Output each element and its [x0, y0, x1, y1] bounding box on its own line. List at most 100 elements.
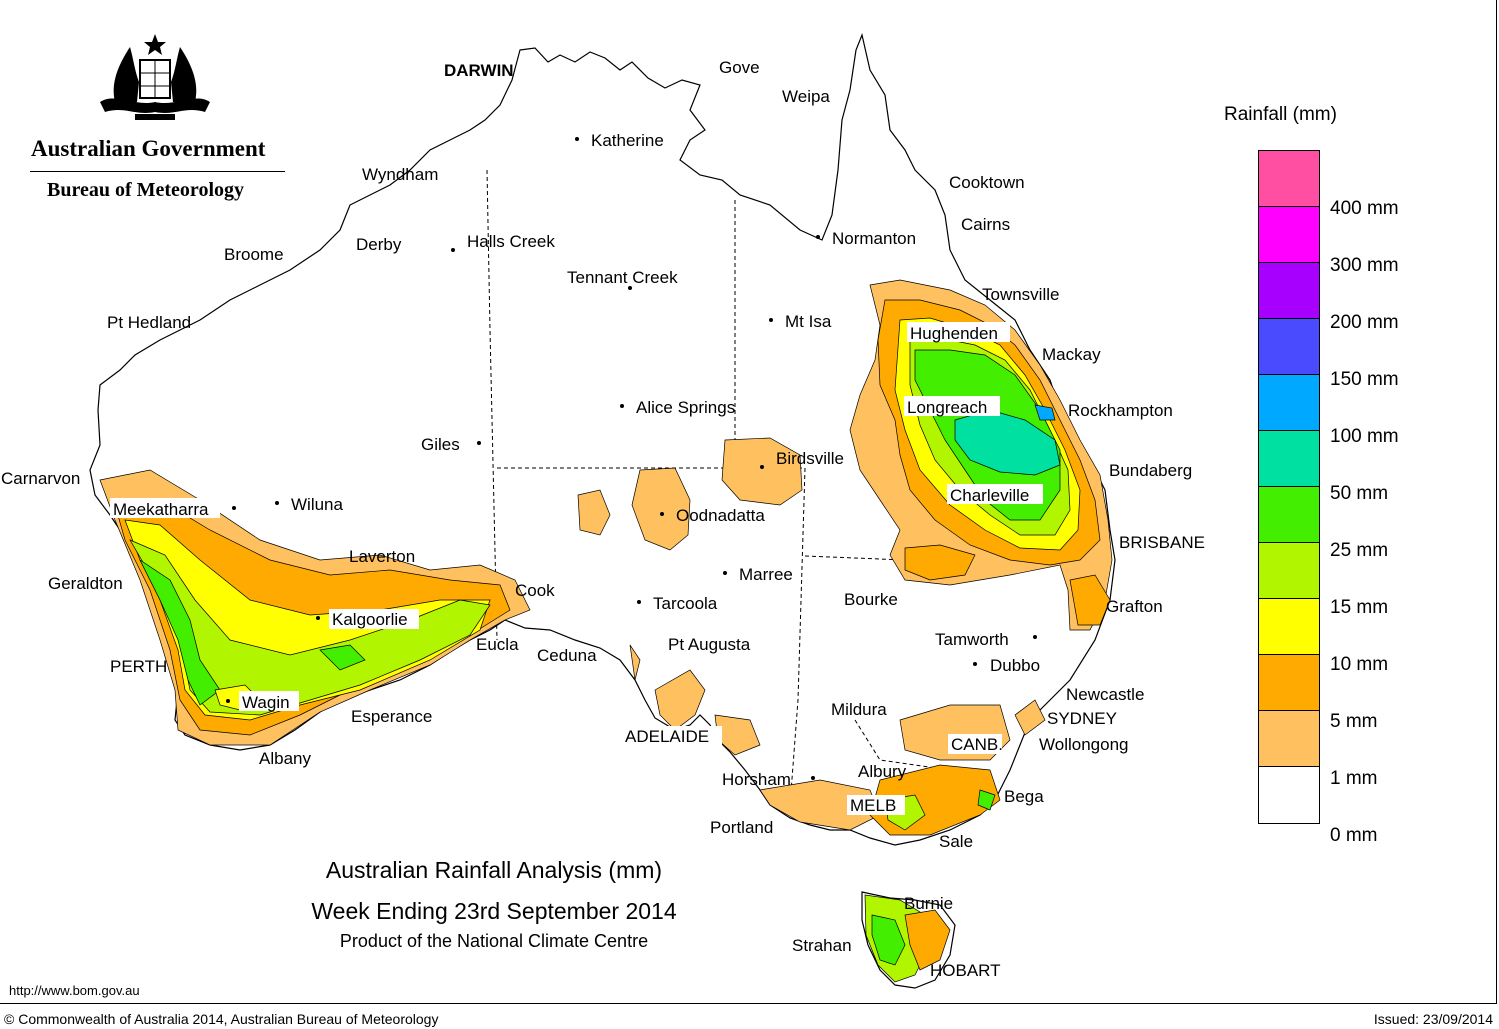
map-period: Week Ending 23rd September 2014 [311, 898, 677, 924]
town-bega: Bega [1004, 787, 1044, 806]
legend-label: 25 mm [1330, 540, 1389, 561]
town-rockhampton: Rockhampton [1068, 401, 1173, 420]
town-wyndham: Wyndham [362, 165, 438, 184]
legend-swatch [1259, 207, 1319, 263]
legend-label: 300 mm [1330, 255, 1399, 276]
website-link[interactable]: http://www.bom.gov.au [9, 983, 140, 998]
town-brisbane: BRISBANE [1119, 533, 1205, 552]
town-melbourne: MELB [850, 796, 896, 815]
legend-swatch [1259, 319, 1319, 375]
legend-swatch [1259, 655, 1319, 711]
legend-label: 0 mm [1330, 825, 1378, 846]
legend-swatch [1259, 543, 1319, 599]
town-derby: Derby [356, 235, 402, 254]
legend-swatch [1259, 711, 1319, 767]
town-gove: Gove [719, 58, 760, 77]
town-geraldton: Geraldton [48, 574, 123, 593]
legend-swatch [1259, 431, 1319, 487]
town-albury: Albury [858, 762, 907, 781]
legend-swatch [1259, 375, 1319, 431]
legend-swatch [1259, 767, 1319, 823]
legend-label: 10 mm [1330, 654, 1389, 675]
legend-label: 200 mm [1330, 312, 1399, 333]
town-wiluna: Wiluna [291, 495, 344, 514]
town-oodnadatta: Oodnadatta [676, 506, 765, 525]
town-pt-augusta: Pt Augusta [668, 635, 751, 654]
map-product: Product of the National Climate Centre [339, 931, 649, 951]
town-burnie: Burnie [904, 894, 953, 913]
town-giles: Giles [421, 435, 460, 454]
legend-title: Rainfall (mm) [1224, 104, 1337, 125]
town-halls-creek: Halls Creek [467, 232, 555, 251]
town-adelaide: ADELAIDE [625, 727, 709, 746]
town-katherine: Katherine [591, 131, 664, 150]
town-broome: Broome [224, 245, 284, 264]
town-cooktown: Cooktown [949, 173, 1025, 192]
coat-of-arms-icon [100, 34, 210, 120]
town-albany: Albany [259, 749, 311, 768]
copyright-notice: © Commonwealth of Australia 2014, Austra… [4, 1011, 439, 1027]
town-birdsville: Birdsville [776, 449, 844, 468]
town-kalgoorlie: Kalgoorlie [332, 610, 408, 629]
town-pt-hedland: Pt Hedland [107, 313, 191, 332]
town-esperance: Esperance [351, 707, 432, 726]
legend-swatch [1259, 263, 1319, 319]
rainfall-map: DARWIN Gove Weipa Katherine Wyndham Cook… [1, 32, 1205, 989]
bureau-name: Bureau of Meteorology [47, 179, 245, 201]
town-grafton: Grafton [1106, 597, 1163, 616]
legend-label: 150 mm [1330, 369, 1399, 390]
government-name: Australian Government [31, 136, 266, 161]
town-sydney: SYDNEY [1047, 709, 1117, 728]
town-wagin: Wagin [242, 693, 290, 712]
town-tamworth: Tamworth [935, 630, 1009, 649]
legend-label: 100 mm [1330, 426, 1399, 447]
legend-label: 400 mm [1330, 198, 1399, 219]
town-meekatharra: Meekatharra [113, 500, 209, 519]
town-longreach: Longreach [907, 398, 987, 417]
legend-swatch [1259, 487, 1319, 543]
town-hughenden: Hughenden [910, 324, 998, 343]
town-tennant-creek: Tennant Creek [567, 268, 678, 287]
town-laverton: Laverton [349, 547, 415, 566]
town-weipa: Weipa [782, 87, 830, 106]
town-townsville: Townsville [982, 285, 1059, 304]
town-horsham: Horsham [722, 770, 791, 789]
rainfall-central [577, 437, 881, 831]
legend-color-bar [1258, 150, 1320, 824]
issued-date: Issued: 23/09/2014 [1373, 1011, 1493, 1027]
town-markers [226, 137, 1037, 780]
legend-label: 15 mm [1330, 597, 1389, 618]
legend-label: 1 mm [1330, 768, 1378, 789]
town-mildura: Mildura [831, 700, 887, 719]
town-ceduna: Ceduna [537, 646, 597, 665]
town-sale: Sale [939, 832, 973, 851]
town-mackay: Mackay [1042, 345, 1101, 364]
town-perth: PERTH [110, 657, 167, 676]
town-portland: Portland [710, 818, 773, 837]
town-eucla: Eucla [476, 635, 519, 654]
town-wollongong: Wollongong [1039, 735, 1128, 754]
rainfall-wa [99, 469, 531, 746]
town-bourke: Bourke [844, 590, 898, 609]
town-mt-isa: Mt Isa [785, 312, 832, 331]
town-newcastle: Newcastle [1066, 685, 1144, 704]
town-charleville: Charleville [950, 486, 1029, 505]
town-normanton: Normanton [832, 229, 916, 248]
town-strahan: Strahan [792, 936, 852, 955]
town-marree: Marree [739, 565, 793, 584]
town-dubbo: Dubbo [990, 656, 1040, 675]
map-frame [0, 0, 1497, 1004]
town-hobart: HOBART [930, 961, 1001, 980]
town-carnarvon: Carnarvon [1, 469, 80, 488]
town-canberra: CANB. [951, 735, 1003, 754]
town-darwin: DARWIN [444, 61, 514, 80]
legend-label: 50 mm [1330, 483, 1389, 504]
logo-divider [30, 171, 285, 172]
town-cook: Cook [515, 581, 555, 600]
map-title: Australian Rainfall Analysis (mm) [325, 857, 663, 883]
town-cairns: Cairns [961, 215, 1010, 234]
legend-label: 5 mm [1330, 711, 1378, 732]
legend-swatch [1259, 151, 1319, 207]
rainfall-tasmania [864, 894, 951, 983]
town-labels: DARWIN Gove Weipa Katherine Wyndham Cook… [1, 58, 1205, 980]
